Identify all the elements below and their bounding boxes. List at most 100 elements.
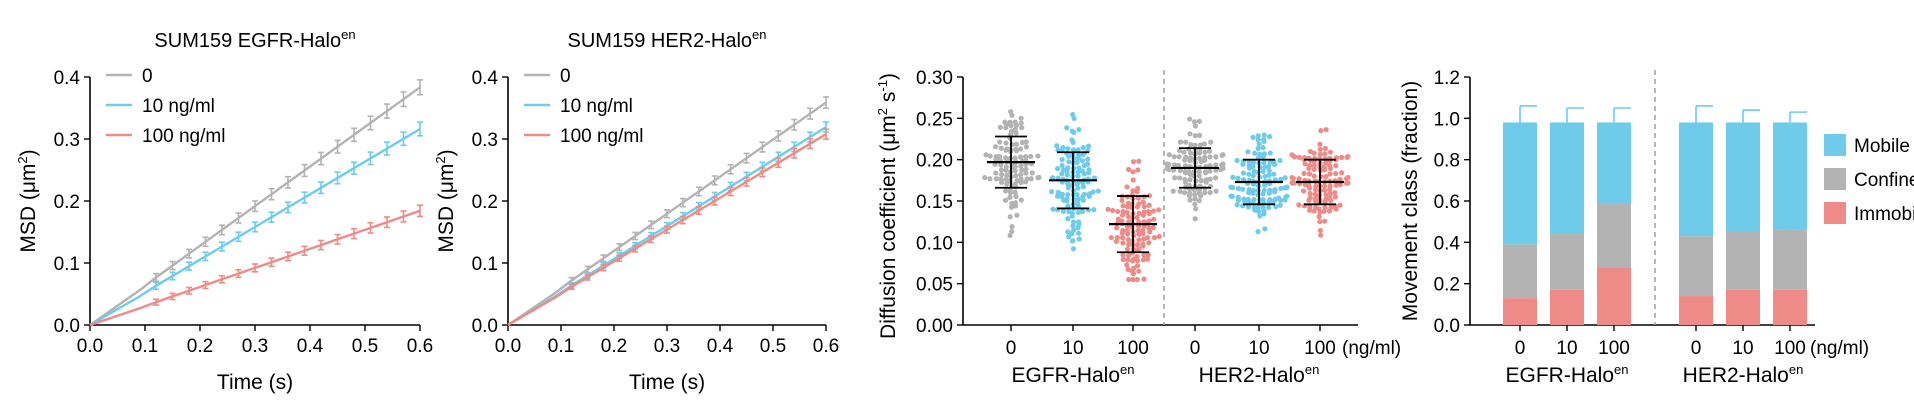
data-point [1146, 208, 1152, 215]
y-axis-title: Diffusion coefficient (μm2 s-1) [875, 73, 900, 339]
data-point [993, 170, 999, 176]
bar-segment-confined [1597, 203, 1631, 268]
data-point [1201, 141, 1208, 147]
data-point [1333, 163, 1339, 169]
y-tick-label: 0.00 [916, 316, 953, 337]
data-point [1192, 216, 1198, 222]
data-point [1090, 189, 1096, 195]
legend-label: Immobile [1854, 204, 1914, 225]
data-point [1105, 206, 1111, 212]
data-point [1065, 165, 1071, 171]
data-point [1257, 151, 1263, 157]
data-point [1060, 144, 1066, 151]
data-point [1261, 136, 1267, 143]
bar-segment-confined [1503, 244, 1537, 299]
panel-title: SUM159 HER2-Haloen [568, 27, 767, 52]
data-point [1177, 167, 1183, 173]
data-point [1333, 171, 1339, 177]
data-point [1192, 142, 1198, 148]
data-point [1134, 253, 1140, 260]
data-point [1135, 228, 1141, 234]
bar-segment-mobile [1503, 122, 1537, 245]
data-point [1136, 201, 1142, 207]
data-point [1276, 195, 1282, 201]
data-point [1245, 204, 1252, 210]
y-tick-label: 0.4 [472, 68, 499, 89]
data-point [1012, 164, 1018, 170]
y-axis-title: Movement class (fraction) [1399, 81, 1422, 321]
data-point [1079, 158, 1086, 164]
data-point [1284, 184, 1290, 190]
x-category-label: 0 [1190, 338, 1201, 359]
data-point [1246, 187, 1252, 193]
data-point [1120, 209, 1126, 215]
data-point [997, 124, 1003, 130]
bar-segment-mobile [1726, 122, 1760, 232]
data-point [1234, 202, 1240, 208]
data-point [1065, 192, 1071, 198]
data-point [1136, 210, 1142, 216]
data-point [1119, 235, 1126, 241]
data-point [1306, 171, 1313, 177]
data-point [1130, 169, 1136, 175]
data-point [1182, 176, 1188, 182]
data-point [1307, 204, 1313, 210]
data-point [1023, 166, 1029, 172]
data-point [1240, 170, 1247, 176]
data-point [1181, 190, 1188, 196]
data-point [1134, 263, 1141, 269]
data-point [1064, 196, 1070, 202]
data-point [1228, 184, 1234, 190]
bar-segment-immobile [1550, 289, 1584, 325]
data-point [1202, 190, 1208, 196]
data-point [1322, 145, 1328, 152]
data-point [1080, 145, 1086, 151]
data-point [1070, 246, 1077, 252]
data-point [1085, 143, 1092, 149]
x-tick-label: 0.0 [77, 336, 103, 357]
data-point [1196, 118, 1202, 124]
data-point [1266, 168, 1272, 174]
data-point [1146, 218, 1152, 224]
y-tick-label: 0.2 [1434, 275, 1460, 296]
data-point [1023, 153, 1029, 160]
data-point [1014, 212, 1020, 218]
data-point [1075, 173, 1081, 179]
data-point [1327, 171, 1333, 177]
legend-swatch-immobile [1824, 202, 1846, 224]
data-point [1317, 146, 1323, 153]
data-point [1075, 196, 1081, 202]
y-tick-label: 0.30 [916, 68, 953, 89]
panel-title-main: SUM159 HER2-Halo [568, 30, 753, 52]
data-point [1003, 140, 1009, 146]
data-point [1110, 207, 1116, 214]
data-point [1311, 166, 1317, 173]
data-point [1003, 188, 1009, 194]
data-point [1124, 209, 1130, 216]
data-point [1134, 215, 1140, 221]
bar-segment-confined [1550, 234, 1584, 290]
data-point [1192, 133, 1198, 139]
data-point [1300, 188, 1307, 194]
data-point [1197, 132, 1203, 138]
data-point [1228, 193, 1234, 199]
panel-title-superscript: en [341, 27, 355, 42]
data-point [1141, 252, 1147, 258]
group-label: HER2-Haloen [1199, 362, 1320, 387]
data-point [1115, 216, 1121, 222]
data-point [1245, 196, 1251, 202]
data-point [1125, 214, 1132, 220]
group-label-main: EGFR-Halo [1506, 364, 1615, 387]
y-tick-label: 0.0 [1434, 316, 1460, 337]
data-point [1235, 194, 1241, 200]
data-point [1071, 219, 1077, 225]
data-point [1311, 173, 1317, 179]
data-point [1120, 240, 1126, 246]
data-point [1017, 146, 1024, 152]
data-point [1141, 203, 1147, 210]
data-point [1070, 111, 1076, 118]
data-point [1261, 160, 1267, 166]
data-point [1066, 234, 1072, 240]
data-point [1296, 176, 1302, 182]
panel-title-main: SUM159 EGFR-Halo [154, 30, 341, 52]
